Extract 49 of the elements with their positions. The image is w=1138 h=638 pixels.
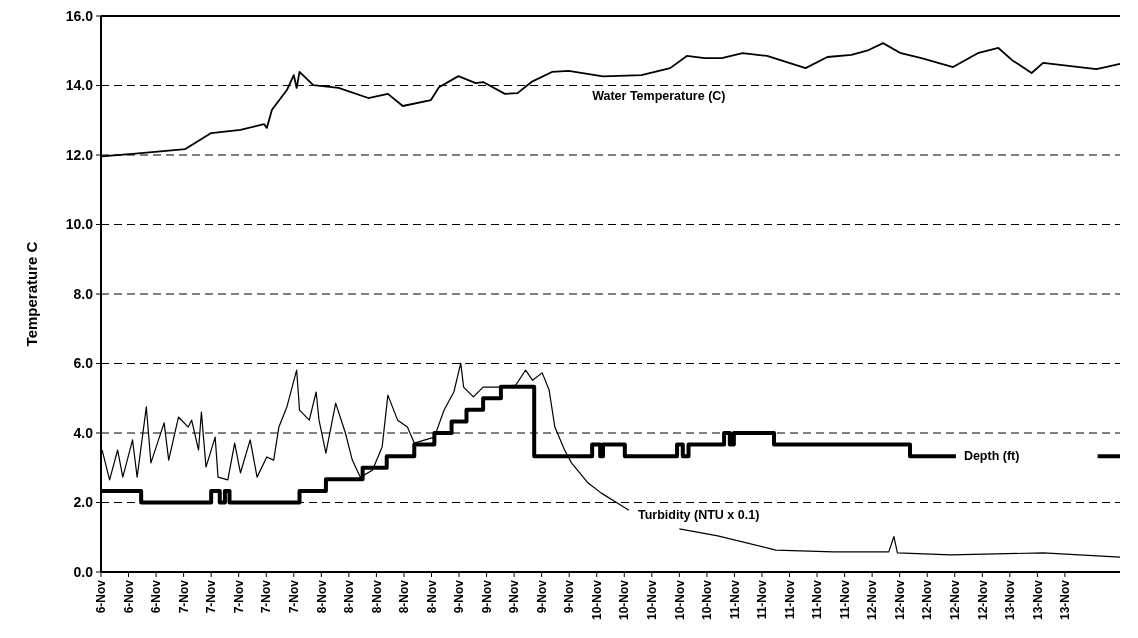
y-tick-label: 14.0 <box>65 77 94 94</box>
y-tick-label: 0.0 <box>73 563 94 580</box>
x-tick-label: 7-Nov <box>204 579 219 614</box>
x-tick-label: 8-Nov <box>314 579 329 614</box>
y-tick-label: 12.0 <box>65 146 94 163</box>
x-tick-label: 9-Nov <box>452 579 467 614</box>
x-tick-label: 13-Nov <box>1058 579 1073 621</box>
y-tick-label: 6.0 <box>73 355 94 372</box>
y-axis-title: Temperature C <box>23 241 40 347</box>
x-tick-label: 8-Nov <box>397 579 412 614</box>
x-tick-label: 12-Nov <box>947 579 962 621</box>
x-tick-label: 9-Nov <box>479 579 494 614</box>
series-label: Depth (ft) <box>963 449 1020 464</box>
x-tick-label: 12-Nov <box>975 579 990 621</box>
x-tick-label: 7-Nov <box>286 579 301 614</box>
x-tick-label: 6-Nov <box>94 579 109 614</box>
y-tick-label: 16.0 <box>65 7 94 24</box>
x-tick-label: 11-Nov <box>782 579 797 620</box>
x-tick-label: 13-Nov <box>1030 579 1045 621</box>
y-tick-label: 2.0 <box>73 494 94 511</box>
x-tick-label: 10-Nov <box>700 579 715 621</box>
x-tick-label: 6-Nov <box>121 579 136 614</box>
x-tick-label: 6-Nov <box>149 579 164 614</box>
x-tick-label: 12-Nov <box>865 579 880 621</box>
x-tick-label: 10-Nov <box>589 579 604 621</box>
x-tick-label: 12-Nov <box>920 579 935 621</box>
x-tick-label: 12-Nov <box>892 579 907 621</box>
series-label: Water Temperature (C) <box>592 88 726 103</box>
x-tick-label: 11-Nov <box>810 579 825 620</box>
x-tick-label: 8-Nov <box>342 579 357 614</box>
x-tick-label: 11-Nov <box>755 579 770 620</box>
x-tick-label: 8-Nov <box>424 579 439 614</box>
x-tick-label: 8-Nov <box>369 579 384 614</box>
x-tick-label: 11-Nov <box>727 579 742 620</box>
x-tick-label: 10-Nov <box>617 579 632 621</box>
series-label: Turbidity (NTU x 0.1) <box>638 508 760 523</box>
x-tick-label: 7-Nov <box>176 579 191 614</box>
x-tick-label: 10-Nov <box>645 579 660 621</box>
x-tick-label: 7-Nov <box>231 579 246 614</box>
x-tick-label: 7-Nov <box>259 579 274 614</box>
x-tick-label: 13-Nov <box>1003 579 1018 621</box>
y-tick-label: 8.0 <box>73 285 94 302</box>
y-tick-label: 4.0 <box>73 424 94 441</box>
y-tick-label: 10.0 <box>65 216 94 233</box>
x-tick-label: 10-Nov <box>672 579 687 621</box>
x-tick-label: 9-Nov <box>534 579 549 614</box>
x-tick-label: 9-Nov <box>507 579 522 614</box>
x-tick-label: 11-Nov <box>837 579 852 620</box>
x-tick-label: 9-Nov <box>562 579 577 614</box>
